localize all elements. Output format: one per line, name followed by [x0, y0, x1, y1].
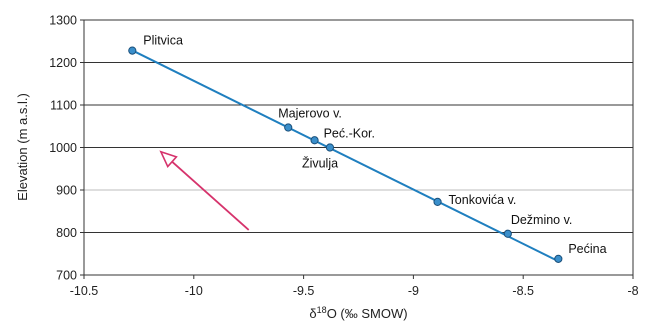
trend-line-group — [129, 48, 557, 262]
point-label: Živulja — [302, 156, 338, 171]
point-label: Tonkovića v. — [449, 193, 517, 207]
y-tick-label: 700 — [56, 269, 77, 283]
data-point — [128, 46, 137, 55]
data-point — [310, 136, 319, 145]
data-point — [503, 229, 512, 238]
x-axis-title-rest: O (‰ SMOW) — [327, 306, 408, 321]
point-labels: Plitvica Majerovo v. Peć.-Kor. Živulja Tonko… — [143, 34, 606, 256]
point-label: Majerovo v. — [278, 107, 342, 121]
x-axis-title-superscript: 18 — [317, 305, 327, 315]
direction-arrow-shaft — [171, 161, 250, 231]
x-tick-label: -9 — [408, 284, 419, 298]
y-tick-label: 800 — [56, 226, 77, 240]
direction-arrow-group — [159, 150, 250, 231]
x-tick-label: -10 — [185, 284, 203, 298]
y-tick-label: 900 — [56, 184, 77, 198]
point-label: Peć.-Kor. — [324, 126, 375, 140]
y-axis-title: Elevation (m a.s.l.) — [15, 93, 30, 201]
x-axis-title-delta: δ — [309, 306, 316, 321]
data-point — [554, 254, 563, 263]
data-points — [128, 46, 563, 263]
axis-ticks: 700 800 900 1000 1100 1200 1300 -10.5 -10 -9.5 -9 -… — [49, 14, 638, 299]
x-tick-label: -8.5 — [512, 284, 534, 298]
regression-line — [129, 48, 557, 262]
x-tick-label: -8 — [627, 284, 638, 298]
data-point — [433, 197, 442, 206]
data-point — [284, 123, 293, 132]
x-tick-label: -9.5 — [293, 284, 315, 298]
x-axis-title: δ18O (‰ SMOW) — [309, 305, 407, 321]
y-tick-label: 1200 — [49, 56, 77, 70]
point-label: Dežmino v. — [511, 213, 573, 227]
data-point — [325, 143, 335, 152]
y-tick-label: 1300 — [49, 14, 77, 28]
grid-lines — [84, 62, 633, 233]
x-tick-label: -10.5 — [70, 284, 99, 298]
y-tick-label: 1100 — [50, 99, 77, 113]
point-label: Pećina — [568, 242, 606, 256]
y-tick-label: 1000 — [49, 141, 77, 155]
direction-arrow-head — [159, 150, 178, 169]
point-label: Plitvica — [143, 34, 183, 48]
